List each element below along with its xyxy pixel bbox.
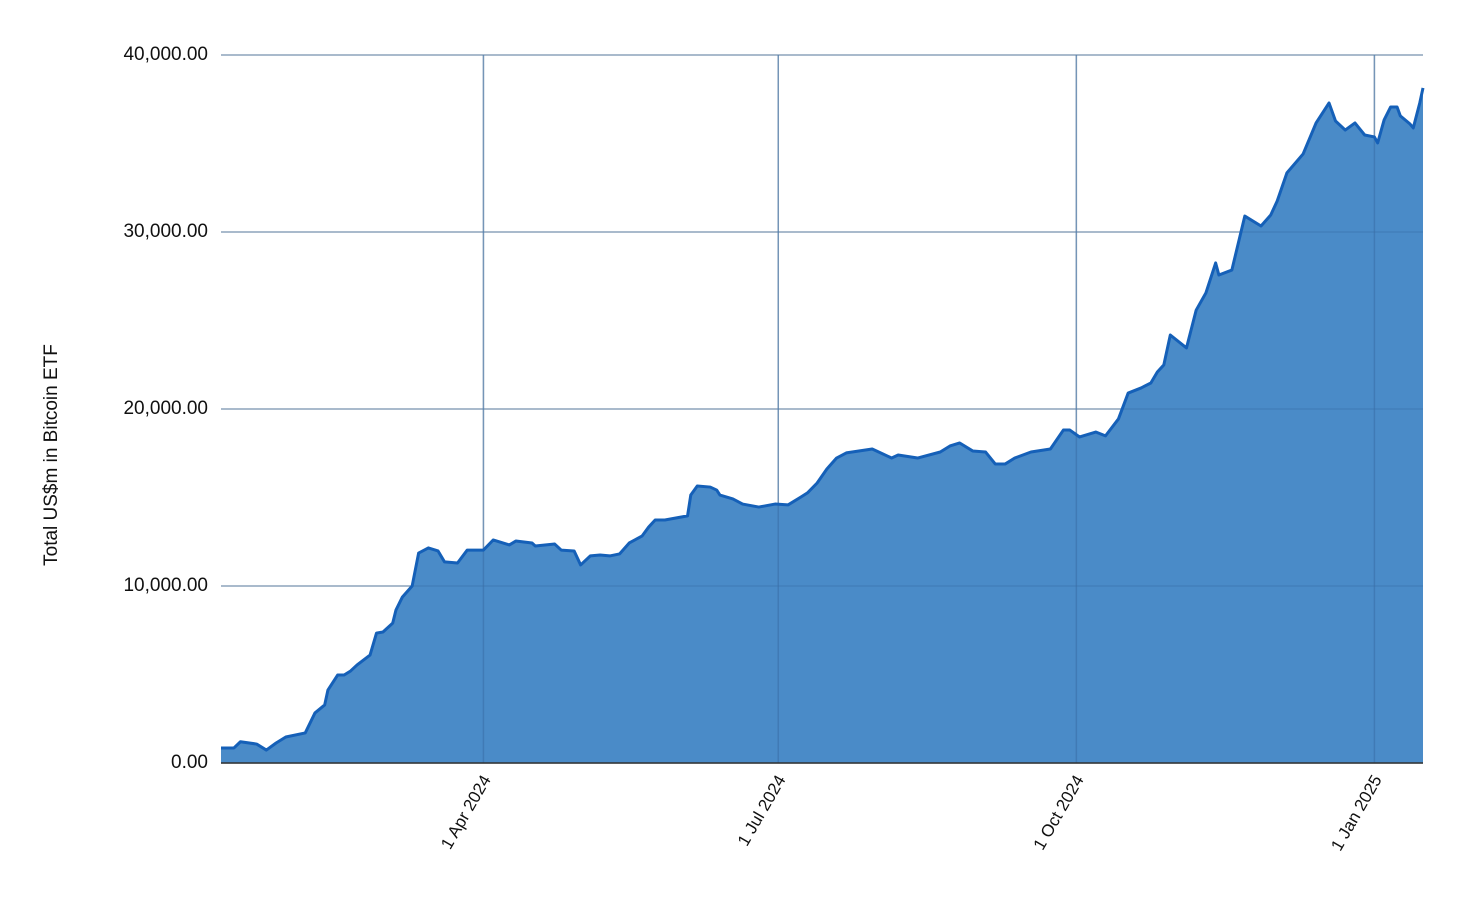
x-tick-label: 1 Apr 2024 [437,772,495,853]
y-tick-label: 30,000.00 [123,221,208,242]
area-line [221,87,1425,752]
y-tick-label: 20,000.00 [123,398,208,419]
y-axis-label: Total US$m in Bitcoin ETF [41,344,62,566]
x-tick-label: 1 Oct 2024 [1030,772,1088,854]
y-tick-label: 0.00 [171,752,208,773]
y-tick-label: 40,000.00 [123,44,208,65]
area-fill [221,87,1423,764]
x-tick-label: 1 Jan 2025 [1327,772,1386,854]
x-tick-label: 1 Jul 2024 [734,772,790,849]
y-tick-label: 10,000.00 [123,575,208,596]
